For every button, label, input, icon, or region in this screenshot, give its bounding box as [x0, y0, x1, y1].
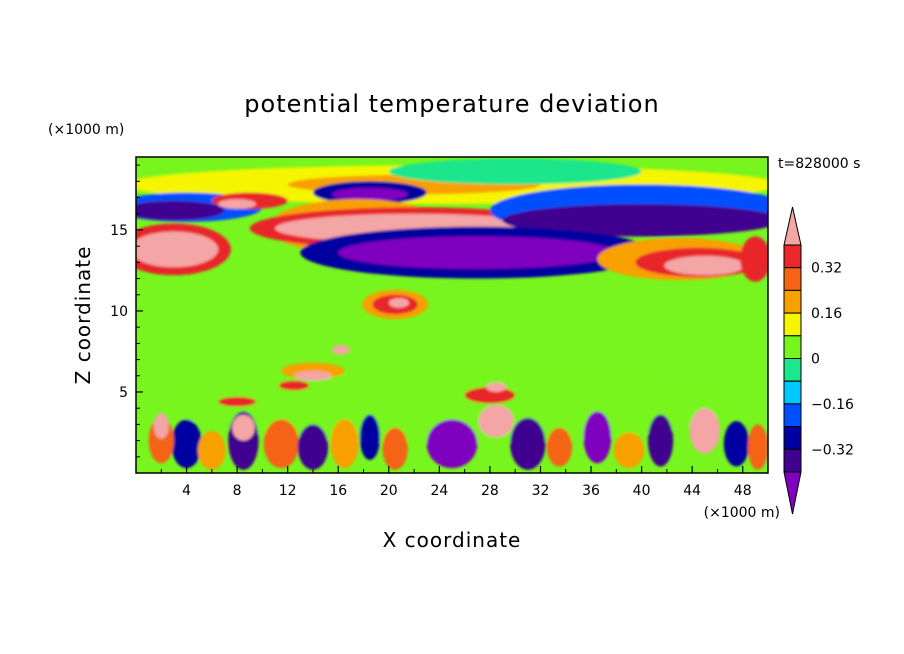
contour-region-7	[218, 199, 257, 209]
contour-region-27	[294, 370, 332, 381]
contour-region-33	[171, 419, 202, 469]
colorbar-segment	[783, 335, 802, 359]
contour-region-52	[723, 421, 750, 467]
time-stamp-label: t=828000 s	[778, 156, 860, 172]
contour-region-28	[331, 344, 350, 355]
colorbar-segment	[783, 403, 802, 428]
colorbar-tick-label: −0.16	[811, 397, 854, 413]
colorbar-segment	[783, 289, 802, 314]
x-tick-label: 16	[329, 483, 347, 499]
colorbar-segment	[783, 380, 802, 405]
x-tick-label: 36	[582, 483, 600, 499]
contour-region-25	[388, 297, 410, 308]
x-tick-label: 44	[683, 483, 701, 499]
contour-region-41	[330, 419, 359, 469]
contour-field-regions	[136, 158, 768, 470]
contour-region-38	[232, 414, 255, 441]
contour-region-18	[338, 236, 617, 269]
contour-region-53	[747, 424, 768, 470]
x-axis-unit-label: (×1000 m)	[704, 505, 780, 521]
x-tick-label: 20	[380, 483, 398, 499]
contour-region-3	[388, 158, 642, 185]
contour-region-40	[297, 424, 329, 470]
contour-region-30	[218, 396, 257, 407]
colorbar-segment	[783, 267, 802, 291]
x-tick-label: 4	[182, 483, 191, 499]
x-tick-label: 8	[233, 483, 242, 499]
x-tick-label: 40	[633, 483, 651, 499]
colorbar-tick-label: 0	[811, 352, 820, 368]
contour-region-9	[331, 187, 408, 201]
colorbar-segment	[783, 448, 802, 473]
contour-region-44	[426, 419, 478, 469]
colorbar-max-triangle	[783, 206, 802, 246]
x-tick-label: 28	[481, 483, 499, 499]
contour-region-21	[664, 255, 746, 276]
contour-region-46	[510, 417, 546, 470]
contour-region-39	[263, 419, 300, 469]
contour-region-35	[153, 413, 169, 439]
chart-title: potential temperature deviation	[244, 90, 659, 118]
contour-region-48	[583, 411, 612, 464]
contour-region-16	[502, 203, 768, 237]
contour-region-36	[197, 430, 226, 470]
colorbar-segment	[783, 358, 802, 382]
colorbar-tick-label: −0.32	[811, 442, 854, 458]
contour-region-42	[359, 414, 380, 461]
x-tick-label: 48	[734, 483, 752, 499]
colorbar-tick-label: 0.32	[811, 261, 842, 277]
y-tick-label: 5	[119, 385, 128, 401]
y-axis-unit-label: (×1000 m)	[48, 122, 124, 138]
contour-region-43	[382, 427, 408, 470]
y-axis-title: Z coordinate	[71, 246, 95, 385]
colorbar-segment	[783, 244, 802, 269]
contour-region-51	[689, 408, 720, 454]
x-tick-label: 24	[430, 483, 448, 499]
x-axis-ticks: 4 8 12 16 20 24 28 32 36 40 44 48	[160, 466, 752, 499]
y-tick-label: 15	[110, 223, 128, 239]
colorbar-segment	[783, 312, 802, 337]
contour-region-47	[546, 427, 573, 467]
colorbar-tick-label: 0.16	[811, 306, 842, 322]
contour-region-29	[278, 380, 310, 391]
contour-region-5	[136, 200, 225, 221]
colorbar-segment	[783, 426, 802, 450]
y-tick-label: 10	[110, 304, 128, 320]
plot-frame	[135, 156, 769, 474]
x-tick-label: 32	[532, 483, 550, 499]
contour-region-31	[464, 387, 516, 404]
contour-region-49	[613, 432, 645, 469]
contour-region-50	[647, 414, 674, 467]
contour-region-14	[136, 231, 219, 268]
contour-region-45	[478, 404, 514, 438]
colorbar: 0.32 0.16 0 −0.16 −0.32	[783, 206, 854, 515]
colorbar-min-triangle	[783, 471, 802, 515]
x-axis-title: X coordinate	[383, 528, 522, 552]
contour-region-22	[740, 236, 768, 282]
contour-region-32	[486, 382, 507, 392]
x-tick-label: 12	[279, 483, 297, 499]
y-axis-ticks: 5 10 15	[110, 164, 143, 458]
